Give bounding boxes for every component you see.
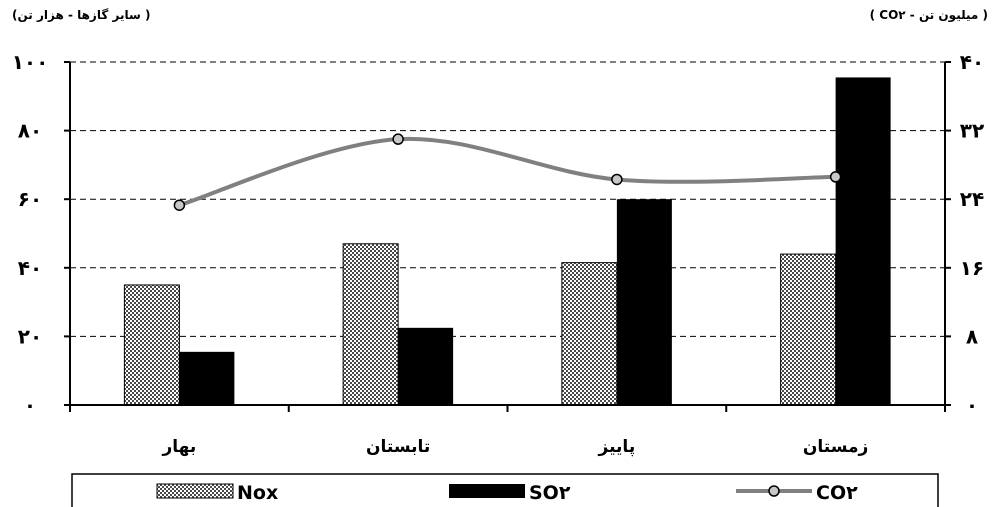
- right-axis-title: ( CO۲ - میلیون تن ): [869, 8, 988, 22]
- left-tick-label: ۴۰: [18, 256, 42, 280]
- bar-nox: [780, 253, 837, 406]
- category-label: پاییز: [598, 437, 636, 457]
- right-tick-label: ۴۰: [960, 50, 984, 74]
- legend-co2-marker: [768, 485, 780, 497]
- bar-nox: [561, 262, 618, 406]
- right-tick-label: ۰: [966, 393, 978, 417]
- right-tick-label: ۳۲: [960, 119, 984, 143]
- category-label: تابستان: [366, 437, 430, 457]
- category-label: بهار: [161, 437, 196, 457]
- bar-nox: [342, 243, 399, 406]
- legend-nox-swatch: [156, 483, 234, 499]
- co2-point: [173, 199, 186, 211]
- bar-so2: [179, 351, 235, 405]
- left-tick-label: ۲۰: [18, 324, 42, 348]
- co2-point: [392, 133, 404, 145]
- legend-so2-label: SO۲: [529, 482, 571, 504]
- right-tick-label: ۸: [966, 324, 978, 348]
- chart-legend: Nox SO۲ CO۲: [71, 473, 939, 507]
- co2-line: [178, 136, 836, 208]
- co2-point: [611, 173, 623, 186]
- right-tick-label: ۱۶: [960, 256, 984, 280]
- bar-so2: [616, 199, 672, 405]
- bar-so2: [835, 77, 891, 405]
- left-axis-title: ( سایر گازها - هزار تن): [12, 8, 151, 22]
- left-tick-label: ۱۰۰: [12, 50, 49, 74]
- bar-nox: [123, 284, 180, 406]
- bar-so2: [398, 327, 454, 405]
- left-tick-label: ۰: [24, 393, 36, 417]
- co2-point: [829, 171, 842, 183]
- legend-co2-label: CO۲: [816, 482, 858, 504]
- legend-nox-label: Nox: [237, 482, 278, 504]
- category-label: زمستان: [803, 437, 868, 457]
- left-tick-label: ۶۰: [18, 187, 42, 211]
- left-tick-label: ۸۰: [18, 119, 42, 143]
- legend-so2-swatch: [449, 484, 525, 498]
- right-tick-label: ۲۴: [960, 187, 984, 211]
